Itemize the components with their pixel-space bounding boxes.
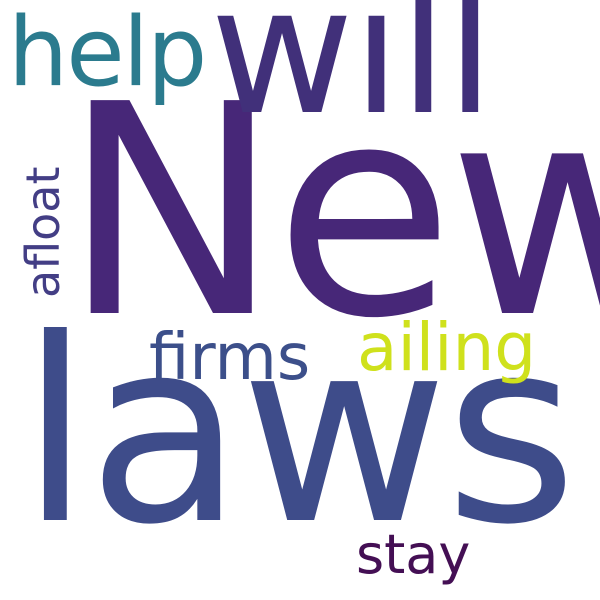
word-will: will — [210, 0, 495, 154]
word-help: help — [8, 0, 207, 108]
word-firms: firms — [149, 321, 311, 395]
word-stay: stay — [356, 523, 471, 586]
word-afloat: afloat — [16, 166, 70, 298]
word-new: New — [62, 42, 600, 382]
word-laws: laws — [20, 284, 577, 580]
word-ailing: ailing — [357, 309, 537, 386]
